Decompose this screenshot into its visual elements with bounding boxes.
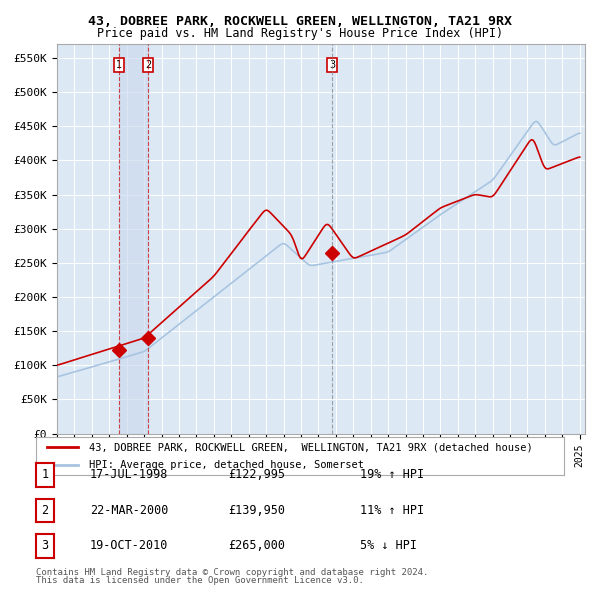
- Text: 43, DOBREE PARK, ROCKWELL GREEN, WELLINGTON, TA21 9RX: 43, DOBREE PARK, ROCKWELL GREEN, WELLING…: [88, 15, 512, 28]
- Text: 2: 2: [41, 504, 49, 517]
- Text: 43, DOBREE PARK, ROCKWELL GREEN,  WELLINGTON, TA21 9RX (detached house): 43, DOBREE PARK, ROCKWELL GREEN, WELLING…: [89, 442, 533, 453]
- Text: 22-MAR-2000: 22-MAR-2000: [90, 504, 169, 517]
- Text: 3: 3: [41, 539, 49, 552]
- Text: 11% ↑ HPI: 11% ↑ HPI: [360, 504, 424, 517]
- Text: Contains HM Land Registry data © Crown copyright and database right 2024.: Contains HM Land Registry data © Crown c…: [36, 568, 428, 577]
- Text: 1: 1: [41, 468, 49, 481]
- Text: 5% ↓ HPI: 5% ↓ HPI: [360, 539, 417, 552]
- Text: 19-OCT-2010: 19-OCT-2010: [90, 539, 169, 552]
- Text: £139,950: £139,950: [228, 504, 285, 517]
- Text: 19% ↑ HPI: 19% ↑ HPI: [360, 468, 424, 481]
- Text: HPI: Average price, detached house, Somerset: HPI: Average price, detached house, Some…: [89, 460, 364, 470]
- Text: 1: 1: [116, 60, 122, 70]
- Text: £265,000: £265,000: [228, 539, 285, 552]
- Text: This data is licensed under the Open Government Licence v3.0.: This data is licensed under the Open Gov…: [36, 576, 364, 585]
- Text: 3: 3: [329, 60, 335, 70]
- Text: 2: 2: [145, 60, 151, 70]
- Text: Price paid vs. HM Land Registry's House Price Index (HPI): Price paid vs. HM Land Registry's House …: [97, 27, 503, 40]
- Text: 17-JUL-1998: 17-JUL-1998: [90, 468, 169, 481]
- Bar: [119, 44, 148, 434]
- Text: £122,995: £122,995: [228, 468, 285, 481]
